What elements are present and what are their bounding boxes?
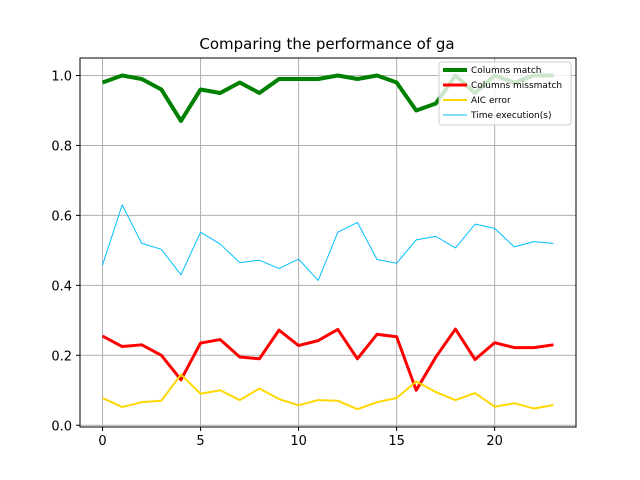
axis-ticks: 0 5 10 15 20 0.0 0.2 0.4 0.6 0.8 1.0: [51, 69, 503, 449]
chart-title: Comparing the performance of ga: [199, 35, 454, 53]
y-tick-label: 1.0: [51, 69, 72, 84]
plot-frame: [79, 57, 577, 428]
x-tick-label: 20: [486, 434, 503, 449]
series-line-aic-error: [102, 373, 554, 411]
series-lines: [101, 73, 554, 411]
legend-label: Columns missmatch: [471, 81, 562, 91]
legend-label: Time execution(s): [470, 111, 551, 121]
x-tick-label: 5: [196, 434, 204, 449]
y-tick-label: 0.8: [51, 139, 72, 154]
y-tick-label: 0.0: [51, 419, 72, 434]
legend-label: AIC error: [471, 96, 511, 106]
y-tick-label: 0.4: [51, 279, 72, 294]
series-line-time-execution-s: [102, 204, 554, 281]
legend: Columns match Columns missmatch AIC error T…: [438, 61, 572, 126]
series-line-columns-missmatch: [101, 327, 554, 392]
x-tick-label: 0: [98, 434, 106, 449]
x-tick-label: 15: [388, 434, 405, 449]
y-tick-label: 0.2: [51, 349, 72, 364]
y-tick-label: 0.6: [51, 209, 72, 224]
legend-label: Columns match: [471, 66, 541, 76]
legend-box: [438, 61, 572, 126]
x-tick-label: 10: [290, 434, 307, 449]
